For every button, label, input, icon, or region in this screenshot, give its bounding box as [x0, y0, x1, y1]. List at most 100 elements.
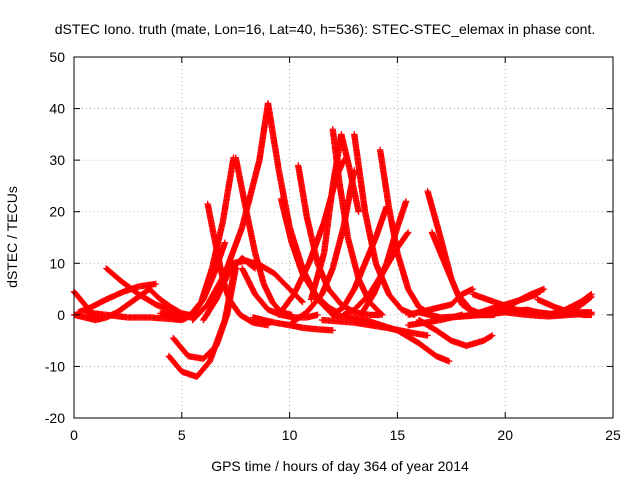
marker-trail	[470, 306, 490, 318]
marker-trail	[278, 196, 295, 245]
marker-trail	[529, 286, 546, 297]
series-trace	[249, 314, 336, 334]
marker-trail	[147, 286, 163, 302]
marker-trail	[300, 324, 320, 333]
data-point	[402, 198, 410, 205]
marker-trail	[243, 209, 258, 255]
marker-trail	[351, 261, 368, 292]
marker-trail	[363, 317, 400, 334]
series-trace	[415, 316, 496, 349]
data-point	[540, 285, 548, 293]
marker-trail	[338, 132, 353, 173]
marker-trail	[329, 225, 347, 271]
data-point	[424, 332, 431, 339]
marker-trail	[498, 299, 519, 313]
marker-trail	[321, 184, 336, 255]
marker-trail	[395, 327, 422, 346]
marker-trail	[405, 286, 422, 310]
data-point	[489, 332, 496, 339]
marker-trail	[546, 306, 568, 318]
marker-trail	[204, 202, 220, 250]
marker-trail	[470, 291, 497, 305]
marker-trail	[252, 292, 271, 312]
marker-trail	[265, 101, 282, 173]
marker-trail	[259, 263, 277, 277]
data-point	[152, 280, 160, 288]
marker-trail	[344, 235, 362, 281]
marker-trail	[513, 291, 534, 305]
data-point	[588, 311, 595, 319]
marker-trail	[481, 306, 503, 318]
y-axis-label: dSTEC / TECUs	[4, 186, 20, 288]
marker-trail	[340, 286, 357, 310]
marker-trail	[190, 302, 210, 323]
series-trace	[329, 311, 453, 365]
marker-trail	[362, 209, 379, 266]
marker-trail	[377, 147, 392, 209]
y-tick-label: -10	[45, 358, 65, 374]
marker-trail	[416, 317, 439, 333]
marker-trail	[424, 189, 444, 240]
marker-trail	[373, 204, 390, 240]
marker-trail	[429, 230, 448, 266]
marker-trail	[308, 251, 327, 302]
marker-trail	[304, 292, 325, 315]
marker-trail	[319, 266, 336, 297]
marker-trail	[320, 316, 357, 326]
marker-trail	[198, 266, 215, 304]
series-trace	[555, 293, 595, 319]
marker-trail	[213, 269, 232, 302]
series-trace	[232, 154, 295, 319]
x-tick-label: 20	[497, 427, 513, 443]
series-trace	[329, 126, 386, 319]
axis-ticks: 0 5 10 15 20 25 -20 -10 0 10 20 30 40 50	[45, 49, 621, 443]
x-tick-label: 25	[605, 427, 621, 443]
data-point	[379, 311, 386, 319]
marker-trail	[136, 280, 158, 290]
data-point	[588, 293, 595, 301]
y-tick-label: -20	[45, 410, 65, 426]
x-tick-label: 15	[390, 427, 406, 443]
marker-trail	[572, 299, 588, 313]
marker-trail	[272, 319, 292, 329]
data-series	[70, 100, 595, 380]
marker-trail	[394, 251, 411, 291]
marker-trail	[535, 296, 557, 310]
marker-trail	[442, 261, 461, 297]
marker-trail	[89, 296, 109, 310]
x-tick-label: 0	[70, 427, 78, 443]
marker-trail	[329, 127, 343, 183]
marker-trail	[119, 278, 141, 297]
x-tick-label: 5	[178, 427, 186, 443]
marker-trail	[272, 271, 292, 292]
marker-trail	[166, 353, 185, 374]
marker-trail	[114, 302, 131, 315]
series-trace	[428, 229, 498, 319]
marker-trail	[200, 297, 219, 323]
marker-trail	[136, 291, 158, 308]
marker-trail	[71, 289, 85, 305]
marker-trail	[481, 332, 495, 344]
y-tick-label: 50	[49, 49, 65, 65]
y-tick-label: 10	[49, 255, 65, 271]
marker-trail	[449, 291, 465, 307]
marker-trail	[125, 294, 141, 307]
marker-trail	[276, 292, 297, 317]
marker-trail	[289, 309, 309, 326]
marker-trail	[352, 291, 372, 312]
marker-trail	[416, 340, 439, 359]
marker-trail	[295, 163, 310, 219]
y-tick-label: 20	[49, 204, 65, 220]
marker-trail	[347, 168, 362, 214]
marker-trail	[188, 299, 204, 318]
marker-trail	[383, 225, 401, 266]
marker-trail	[434, 327, 454, 344]
marker-trail	[219, 155, 237, 224]
marker-trail	[201, 343, 219, 361]
marker-trail	[371, 261, 390, 297]
marker-trail	[386, 292, 405, 312]
marker-trail	[213, 245, 226, 281]
marker-trail	[449, 337, 469, 349]
series-trace	[228, 257, 306, 306]
